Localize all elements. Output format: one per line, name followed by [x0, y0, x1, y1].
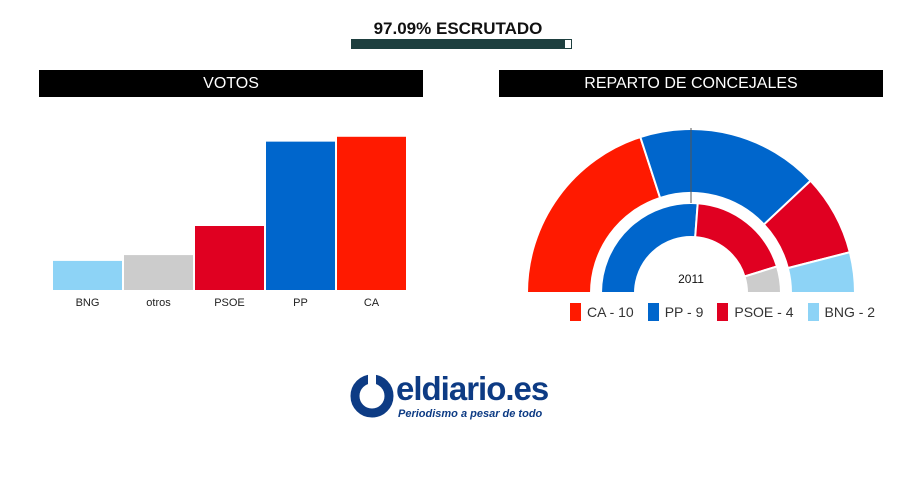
bar-label-otros: otros: [146, 297, 171, 309]
eldiario-logo-icon: [350, 374, 394, 418]
votes-bar-chart: BNG otros PSOE PP CA: [53, 136, 406, 309]
bar-label-bng: BNG: [76, 297, 100, 309]
legend-swatch: [807, 303, 819, 321]
legend-swatch: [717, 303, 729, 321]
legend-label: CA - 10: [587, 304, 634, 320]
logo-wordmark: eldiario.es: [396, 370, 549, 407]
bar-label-pp: PP: [293, 297, 308, 309]
seats-panel-title: REPARTO DE CONCEJALES: [499, 70, 883, 97]
seat-arc-bng: [786, 250, 857, 294]
scrutiny-label: 97.09% ESCRUTADO: [373, 19, 543, 38]
bar-pp: [266, 141, 335, 290]
votes-panel-title: VOTOS: [39, 70, 423, 97]
bar-label-ca: CA: [364, 297, 380, 309]
bar-ca: [337, 136, 406, 290]
bar-psoe: [195, 226, 264, 290]
legend-item: PSOE - 4: [717, 301, 794, 323]
legend-item: BNG - 2: [807, 301, 876, 323]
bar-otros: [124, 255, 193, 290]
legend-swatch: [647, 303, 659, 321]
seats-hemicycle-chart: 2011: [525, 128, 857, 294]
legend-item: CA - 10: [570, 301, 634, 323]
scrutiny-progress-fill: [352, 40, 565, 48]
legend-label: PSOE - 4: [734, 304, 794, 320]
eldiario-logo: eldiario.es Periodismo a pesar de todo: [350, 370, 580, 422]
seat-arc-2011-otros: [743, 265, 783, 294]
bar-label-psoe: PSOE: [214, 297, 245, 309]
seats-legend: CA - 10 PP - 9 PSOE - 4 BNG - 2: [570, 301, 875, 323]
legend-swatch: [570, 303, 581, 321]
logo-tagline: Periodismo a pesar de todo: [398, 408, 543, 420]
legend-label: PP - 9: [664, 304, 704, 320]
scrutiny-progress-bar: [351, 39, 572, 49]
legend-label: BNG - 2: [824, 304, 876, 320]
bar-bng: [53, 260, 122, 290]
legend-item: PP - 9: [647, 301, 704, 323]
inner-ring-label: 2011: [678, 272, 704, 286]
